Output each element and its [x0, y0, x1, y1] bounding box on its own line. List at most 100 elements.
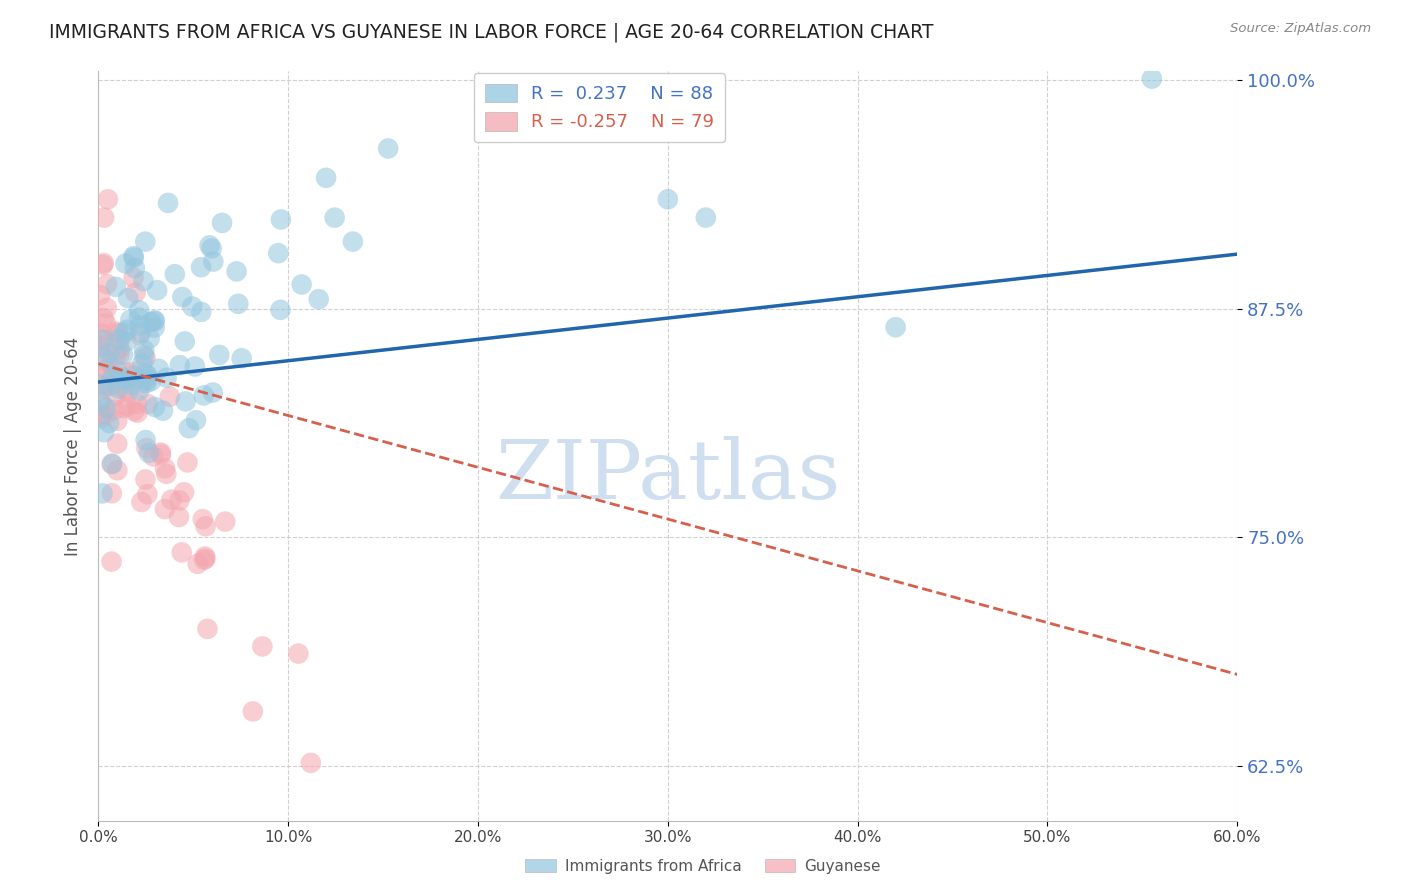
Point: [146, 283, 169, 297]
Point: [1140, 71, 1163, 86]
Point: [105, 463, 128, 477]
Point: [128, 303, 150, 318]
Point: [98, 416, 121, 430]
Point: [104, 389, 127, 403]
Point: [225, 264, 247, 278]
Point: [193, 552, 215, 566]
Point: [105, 363, 128, 377]
Point: [93, 211, 115, 225]
Point: [90, 339, 112, 353]
Point: [120, 312, 142, 326]
Point: [111, 370, 134, 384]
Point: [105, 348, 128, 362]
Point: [143, 400, 166, 414]
Point: [163, 267, 186, 281]
Point: [97, 356, 120, 370]
Point: [169, 493, 191, 508]
Point: [101, 457, 124, 471]
Point: [108, 348, 131, 362]
Point: [135, 433, 157, 447]
Text: ZIPatlas: ZIPatlas: [495, 436, 841, 516]
Point: [112, 401, 135, 415]
Point: [170, 545, 193, 559]
Point: [139, 374, 162, 388]
Point: [128, 310, 150, 325]
Point: [377, 141, 399, 155]
Point: [818, 855, 841, 870]
Point: [89, 395, 111, 409]
Point: [173, 485, 195, 500]
Point: [194, 551, 217, 566]
Point: [100, 555, 122, 569]
Point: [105, 436, 128, 450]
Point: [100, 457, 122, 471]
Point: [128, 328, 150, 343]
Point: [128, 384, 150, 398]
Point: [270, 212, 292, 227]
Point: [93, 311, 115, 326]
Point: [191, 512, 214, 526]
Point: [110, 332, 132, 346]
Point: [846, 872, 869, 887]
Point: [214, 515, 236, 529]
Point: [252, 640, 274, 654]
Point: [108, 342, 131, 356]
Point: [131, 495, 153, 509]
Point: [172, 290, 194, 304]
Legend: R =  0.237    N = 88, R = -0.257    N = 79: R = 0.237 N = 88, R = -0.257 N = 79: [474, 73, 725, 143]
Point: [93, 351, 115, 366]
Point: [159, 390, 181, 404]
Point: [124, 261, 146, 276]
Point: [122, 270, 145, 285]
Point: [93, 381, 115, 395]
Point: [148, 362, 170, 376]
Point: [134, 235, 156, 249]
Point: [90, 408, 112, 422]
Point: [270, 302, 292, 317]
Point: [98, 379, 121, 393]
Point: [129, 318, 152, 333]
Point: [190, 260, 212, 275]
Point: [174, 394, 197, 409]
Point: [181, 300, 204, 314]
Point: [155, 467, 177, 481]
Point: [160, 492, 183, 507]
Point: [242, 705, 264, 719]
Point: [141, 315, 163, 329]
Point: [291, 277, 314, 292]
Point: [132, 349, 155, 363]
Point: [138, 446, 160, 460]
Point: [323, 211, 346, 225]
Point: [90, 411, 112, 425]
Point: [149, 445, 172, 459]
Point: [107, 332, 129, 346]
Point: [169, 358, 191, 372]
Point: [695, 211, 717, 225]
Point: [94, 363, 117, 377]
Point: [202, 254, 225, 268]
Point: [194, 519, 217, 533]
Point: [287, 647, 309, 661]
Point: [91, 486, 114, 500]
Point: [134, 367, 156, 381]
Point: [198, 238, 221, 252]
Point: [177, 421, 200, 435]
Point: [157, 195, 180, 210]
Point: [122, 249, 145, 263]
Point: [121, 377, 143, 392]
Point: [121, 365, 143, 379]
Point: [104, 402, 127, 417]
Point: [136, 372, 159, 386]
Point: [136, 397, 159, 411]
Point: [134, 473, 156, 487]
Point: [299, 756, 322, 770]
Point: [112, 382, 135, 396]
Point: [117, 399, 139, 413]
Point: [127, 397, 149, 411]
Point: [226, 297, 249, 311]
Point: [143, 320, 166, 334]
Point: [197, 622, 219, 636]
Point: [93, 332, 115, 346]
Point: [135, 376, 157, 390]
Point: [94, 407, 117, 421]
